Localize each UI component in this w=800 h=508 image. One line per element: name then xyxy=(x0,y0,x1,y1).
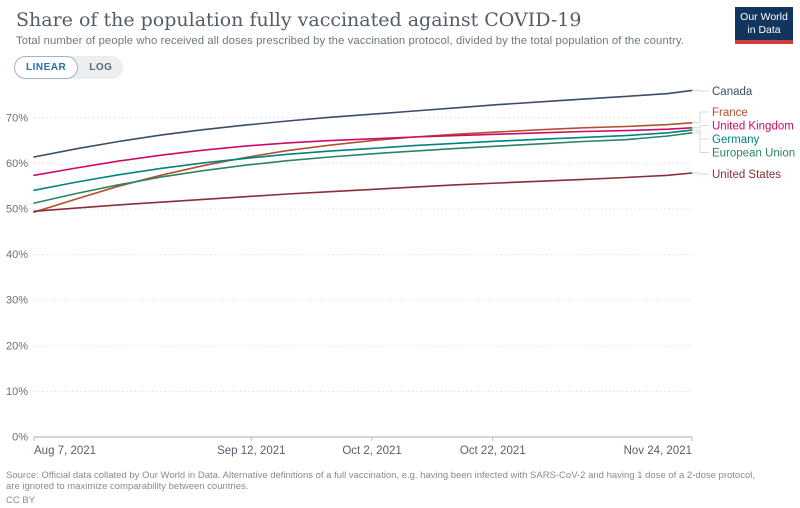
owid-logo[interactable]: Our World in Data xyxy=(735,7,793,45)
y-axis-label-60: 60% xyxy=(6,158,28,170)
owid-logo-line1: Our World xyxy=(740,11,788,23)
y-axis-label-20: 20% xyxy=(6,340,28,352)
legend-connector-european-union xyxy=(692,132,709,153)
source-note: Source: Official data collated by Our Wo… xyxy=(6,470,755,506)
y-axis-label-50: 50% xyxy=(6,204,28,216)
legend-connector-canada xyxy=(692,89,709,92)
y-axis-label-0: 0% xyxy=(12,432,28,444)
y-axis-label-70: 70% xyxy=(6,112,28,124)
legend-label-germany[interactable]: Germany xyxy=(712,134,760,146)
x-axis-label: Oct 22, 2021 xyxy=(460,445,526,457)
scale-toggle: LINEAR LOG xyxy=(14,56,124,79)
y-axis-label-40: 40% xyxy=(6,249,28,261)
series-line-european-union xyxy=(33,131,693,204)
series-line-united-kingdom xyxy=(33,126,693,177)
legend-label-france[interactable]: France xyxy=(712,107,748,119)
linear-scale-button[interactable]: LINEAR xyxy=(14,56,79,79)
line-chart-canvas: 0% 10% 20% 30% 40% 50% 60% 70% Aug 7, 2021 Sep 12… xyxy=(6,86,795,457)
x-axis-label: Nov 24, 2021 xyxy=(624,445,692,457)
legend-connector-united-states xyxy=(692,172,709,175)
series-line-germany xyxy=(33,129,693,192)
legend-label-canada[interactable]: Canada xyxy=(712,86,753,98)
source-line-1: Source: Official data collated by Our Wo… xyxy=(6,470,755,481)
owid-logo-line2: in Data xyxy=(747,24,781,37)
x-axis-label: Aug 7, 2021 xyxy=(34,445,96,457)
y-axis-label-10: 10% xyxy=(6,386,28,398)
chart-subtitle: Total number of people who received all … xyxy=(16,35,685,47)
page-title: Share of the population fully vaccinated… xyxy=(16,9,582,31)
x-axis-label: Oct 2, 2021 xyxy=(342,445,401,457)
log-scale-button[interactable]: LOG xyxy=(89,62,113,73)
source-line-2: are ignored to maximize comparability be… xyxy=(6,481,249,493)
legend-label-united-kingdom[interactable]: United Kingdom xyxy=(712,121,794,133)
x-axis-label: Sep 12, 2021 xyxy=(217,445,285,457)
legend-connector-united-kingdom xyxy=(692,125,709,129)
legend-connector-france xyxy=(692,111,709,124)
series-line-canada xyxy=(33,89,693,158)
y-axis-label-30: 30% xyxy=(6,295,28,307)
series-line-united-states xyxy=(33,172,693,213)
license-link[interactable]: CC BY xyxy=(6,494,36,506)
legend-label-united-states[interactable]: United States xyxy=(712,169,781,181)
legend-label-european-union[interactable]: European Union xyxy=(712,148,795,160)
